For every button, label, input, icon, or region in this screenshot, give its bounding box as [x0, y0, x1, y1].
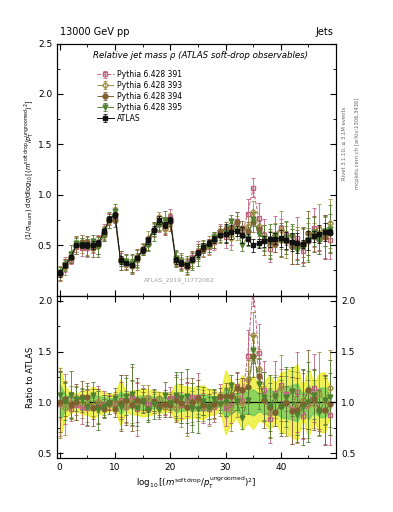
Text: Rivet 3.1.10, ≥ 3.1M events: Rivet 3.1.10, ≥ 3.1M events: [342, 106, 346, 180]
X-axis label: $\log_{10}[(m^\mathrm{soft\,drop}/p_\mathrm{T}^\mathrm{ungroomed})^2]$: $\log_{10}[(m^\mathrm{soft\,drop}/p_\mat…: [136, 475, 257, 491]
Legend: Pythia 6.428 391, Pythia 6.428 393, Pythia 6.428 394, Pythia 6.428 395, ATLAS: Pythia 6.428 391, Pythia 6.428 393, Pyth…: [97, 70, 182, 123]
Text: Relative jet mass ρ (ATLAS soft-drop observables): Relative jet mass ρ (ATLAS soft-drop obs…: [93, 51, 308, 60]
Text: Jets: Jets: [315, 27, 333, 37]
Y-axis label: Ratio to ATLAS: Ratio to ATLAS: [26, 346, 35, 408]
Text: mcplots.cern.ch [arXiv:1306.3436]: mcplots.cern.ch [arXiv:1306.3436]: [355, 98, 360, 189]
Text: 13000 GeV pp: 13000 GeV pp: [60, 27, 129, 37]
Y-axis label: $(1/\sigma_\mathrm{resum})\ \mathrm{d}\sigma/\mathrm{d}\log_{10}[(m^\mathrm{soft: $(1/\sigma_\mathrm{resum})\ \mathrm{d}\s…: [23, 99, 37, 240]
Text: ATLAS_2019_I1772062: ATLAS_2019_I1772062: [144, 278, 215, 283]
